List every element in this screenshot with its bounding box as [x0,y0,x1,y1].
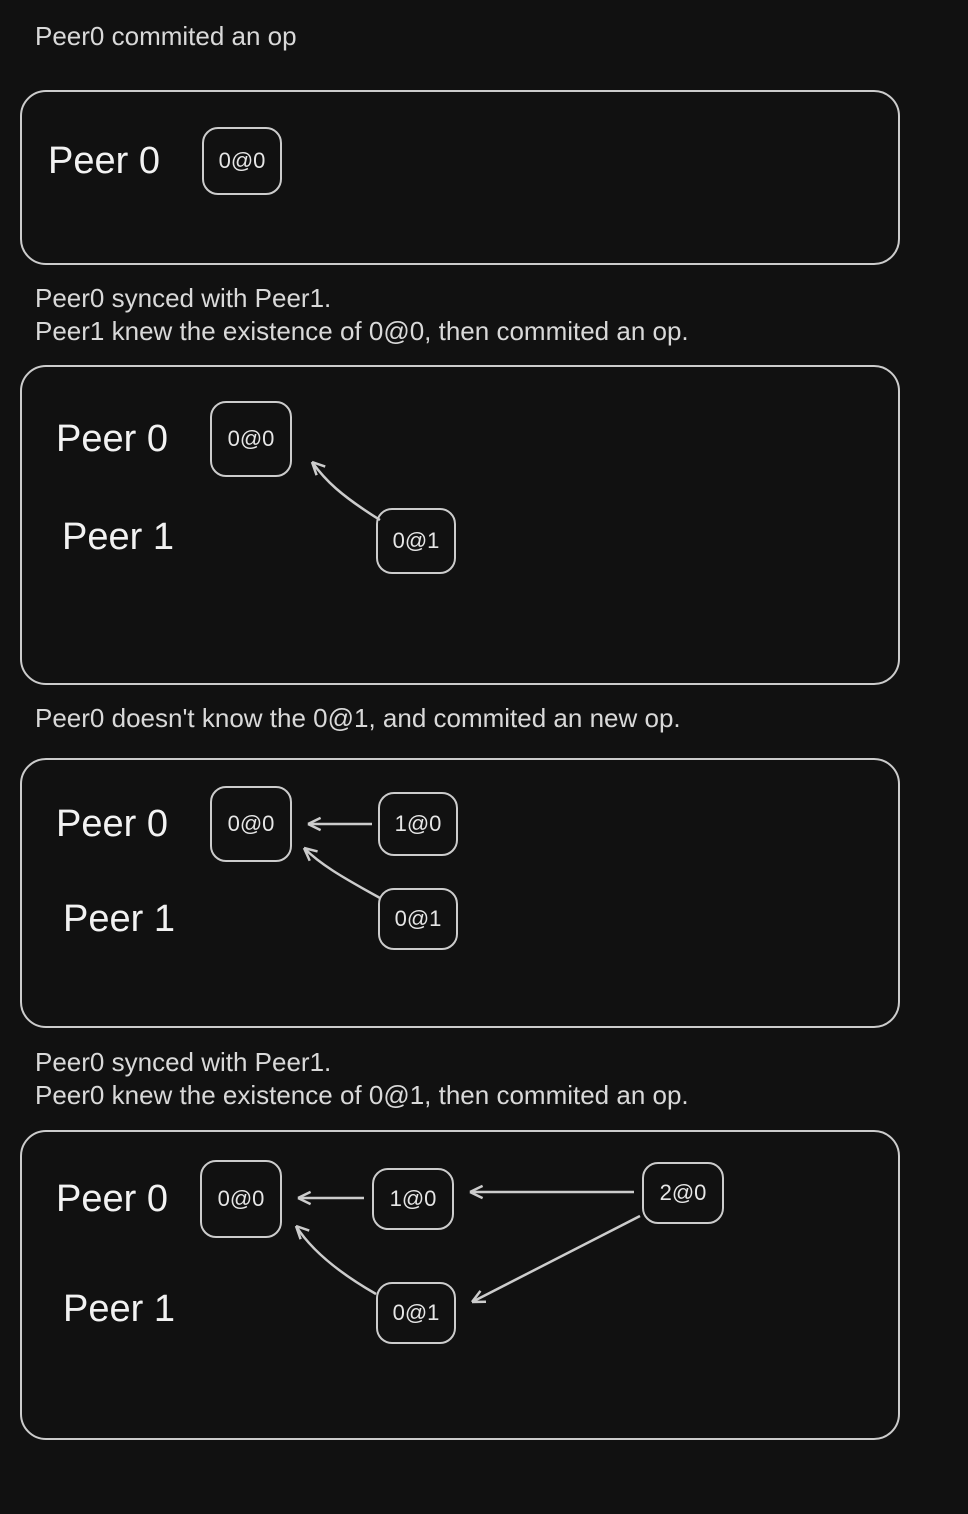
op-1@0: 1@0 [372,1168,454,1230]
op-0@1: 0@1 [376,508,456,574]
op-label: 0@1 [395,906,442,932]
op-label: 2@0 [660,1180,707,1206]
peer-label: Peer 1 [62,516,174,559]
op-label: 1@0 [395,811,442,837]
op-0@0: 0@0 [210,401,292,477]
op-1@0: 1@0 [378,792,458,856]
peer-label: Peer 0 [56,1178,168,1221]
op-label: 0@0 [228,811,275,837]
peer-label: Peer 1 [63,898,175,941]
op-2@0: 2@0 [642,1162,724,1224]
op-label: 0@1 [393,528,440,554]
op-0@0: 0@0 [202,127,282,195]
panel-4-caption: Peer0 synced with Peer1. Peer0 knew the … [35,1046,689,1111]
op-label: 0@0 [219,148,266,174]
peer-label: Peer 0 [48,140,160,183]
panel-4-panel [20,1130,900,1440]
panel-2-caption: Peer0 synced with Peer1. Peer1 knew the … [35,282,689,347]
op-0@0: 0@0 [200,1160,282,1238]
op-0@1: 0@1 [376,1282,456,1344]
op-0@0: 0@0 [210,786,292,862]
panel-3-panel [20,758,900,1028]
peer-label: Peer 0 [56,803,168,846]
op-label: 0@1 [393,1300,440,1326]
panel-3-caption: Peer0 doesn't know the 0@1, and commited… [35,702,681,735]
peer-label: Peer 1 [63,1288,175,1331]
op-0@1: 0@1 [378,888,458,950]
peer-label: Peer 0 [56,418,168,461]
op-label: 0@0 [218,1186,265,1212]
panel-1-caption: Peer0 commited an op [35,20,297,53]
op-label: 1@0 [390,1186,437,1212]
op-label: 0@0 [228,426,275,452]
